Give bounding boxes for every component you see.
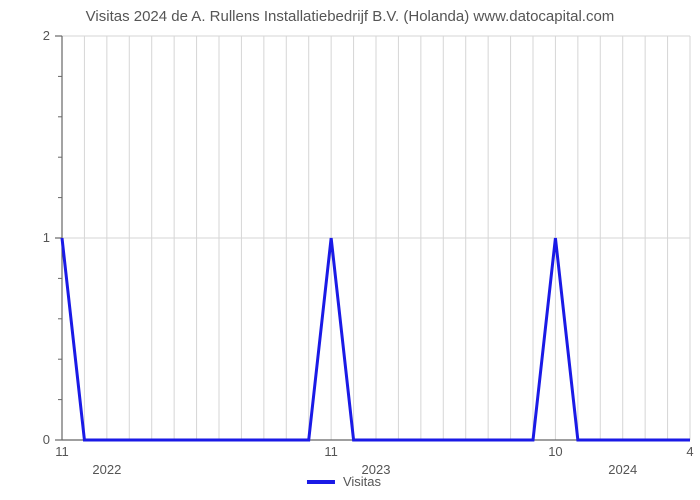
y-tick-label: 0 bbox=[43, 432, 50, 447]
line-chart: 0121111104202220232024Visitas bbox=[0, 0, 700, 500]
x-point-label: 11 bbox=[324, 444, 338, 459]
legend-label: Visitas bbox=[343, 474, 382, 489]
y-tick-label: 2 bbox=[43, 28, 50, 43]
chart-title: Visitas 2024 de A. Rullens Installatiebe… bbox=[0, 8, 700, 25]
y-tick-label: 1 bbox=[43, 230, 50, 245]
chart-background bbox=[0, 0, 700, 500]
x-year-label: 2022 bbox=[92, 462, 121, 477]
chart-container: Visitas 2024 de A. Rullens Installatiebe… bbox=[0, 0, 700, 500]
x-year-label: 2024 bbox=[608, 462, 637, 477]
x-point-label: 4 bbox=[686, 444, 693, 459]
x-point-label: 11 bbox=[55, 444, 69, 459]
x-point-label: 10 bbox=[548, 444, 562, 459]
legend-swatch bbox=[307, 480, 335, 484]
